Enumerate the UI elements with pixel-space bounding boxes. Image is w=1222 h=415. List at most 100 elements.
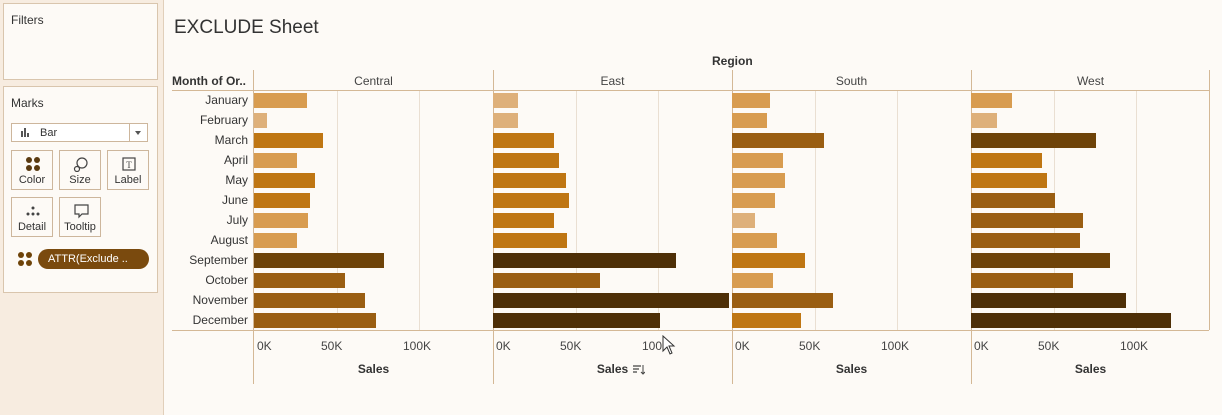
bar[interactable] bbox=[254, 133, 323, 148]
bar[interactable] bbox=[971, 193, 1055, 208]
marks-card: Marks Bar Color Size T Label Detail Tool… bbox=[3, 86, 158, 293]
row-label[interactable]: September bbox=[189, 253, 248, 267]
bar[interactable] bbox=[732, 273, 773, 288]
axis-title[interactable]: Sales bbox=[835, 362, 868, 376]
row-label[interactable]: July bbox=[226, 213, 248, 227]
bar[interactable] bbox=[971, 173, 1047, 188]
chevron-down-icon[interactable] bbox=[129, 124, 147, 141]
bar[interactable] bbox=[971, 113, 997, 128]
row-field-header[interactable]: Month of Or.. bbox=[172, 74, 246, 88]
bar[interactable] bbox=[254, 193, 310, 208]
color-button[interactable]: Color bbox=[11, 150, 53, 190]
bar[interactable] bbox=[254, 113, 267, 128]
bar[interactable] bbox=[254, 153, 297, 168]
bar[interactable] bbox=[493, 133, 554, 148]
mark-type-dropdown[interactable]: Bar bbox=[11, 123, 148, 142]
sort-icon[interactable] bbox=[633, 365, 645, 375]
tooltip-icon bbox=[74, 204, 89, 219]
bar[interactable] bbox=[493, 213, 554, 228]
bar[interactable] bbox=[254, 293, 365, 308]
bar[interactable] bbox=[254, 233, 297, 248]
axis-title[interactable]: Sales bbox=[596, 362, 629, 376]
tick-label: 100K bbox=[403, 339, 432, 353]
detail-label: Detail bbox=[17, 221, 47, 233]
bar[interactable] bbox=[732, 173, 785, 188]
bar[interactable] bbox=[254, 313, 376, 328]
label-label: Label bbox=[114, 174, 142, 186]
axis-title[interactable]: Sales bbox=[1074, 362, 1107, 376]
bar[interactable] bbox=[254, 173, 315, 188]
bar[interactable] bbox=[732, 193, 775, 208]
bar[interactable] bbox=[971, 313, 1171, 328]
bar[interactable] bbox=[971, 133, 1096, 148]
detail-button[interactable]: Detail bbox=[11, 197, 53, 237]
region-column-header[interactable]: West bbox=[1076, 74, 1105, 88]
tick-label: 50K bbox=[321, 339, 343, 353]
bar[interactable] bbox=[971, 93, 1012, 108]
bar[interactable] bbox=[493, 233, 567, 248]
gridline bbox=[337, 91, 338, 330]
filters-card[interactable]: Filters bbox=[3, 3, 158, 80]
bar[interactable] bbox=[493, 293, 729, 308]
mouse-cursor-icon bbox=[662, 335, 676, 355]
tooltip-button[interactable]: Tooltip bbox=[59, 197, 101, 237]
bar[interactable] bbox=[493, 153, 559, 168]
bar[interactable] bbox=[971, 213, 1083, 228]
row-label[interactable]: May bbox=[225, 173, 248, 187]
tick-label: 0K bbox=[735, 339, 750, 353]
bar[interactable] bbox=[493, 93, 518, 108]
bar[interactable] bbox=[493, 273, 600, 288]
pane-border bbox=[1209, 70, 1210, 330]
tick-label: 50K bbox=[560, 339, 582, 353]
region-column-header[interactable]: East bbox=[600, 74, 625, 88]
mark-type-label: Bar bbox=[40, 127, 58, 139]
bar[interactable] bbox=[732, 133, 824, 148]
bar[interactable] bbox=[971, 293, 1126, 308]
bar[interactable] bbox=[732, 213, 755, 228]
bar[interactable] bbox=[254, 273, 345, 288]
bar[interactable] bbox=[732, 313, 801, 328]
row-label[interactable]: November bbox=[192, 293, 248, 307]
bar[interactable] bbox=[732, 113, 767, 128]
gridline bbox=[897, 91, 898, 330]
row-label[interactable]: January bbox=[205, 93, 248, 107]
bar[interactable] bbox=[971, 253, 1110, 268]
size-button[interactable]: Size bbox=[59, 150, 101, 190]
bar[interactable] bbox=[254, 253, 384, 268]
attr-exclude-pill[interactable]: ATTR(Exclude .. bbox=[38, 249, 149, 269]
row-label[interactable]: August bbox=[210, 233, 248, 247]
bar[interactable] bbox=[971, 273, 1073, 288]
bar[interactable] bbox=[732, 253, 805, 268]
bar[interactable] bbox=[971, 233, 1080, 248]
svg-text:T: T bbox=[126, 160, 132, 170]
row-label[interactable]: February bbox=[199, 113, 248, 127]
tick-label: 100K bbox=[881, 339, 910, 353]
bar[interactable] bbox=[971, 153, 1042, 168]
bar[interactable] bbox=[493, 253, 676, 268]
region-column-header[interactable]: Central bbox=[354, 74, 393, 88]
bar[interactable] bbox=[732, 93, 770, 108]
tick-label: 0K bbox=[496, 339, 511, 353]
color-label: Color bbox=[18, 174, 46, 186]
bar[interactable] bbox=[732, 153, 783, 168]
axis-title[interactable]: Sales bbox=[357, 362, 390, 376]
row-label[interactable]: June bbox=[221, 193, 248, 207]
bar[interactable] bbox=[732, 293, 833, 308]
tick-label: 50K bbox=[1038, 339, 1060, 353]
bar[interactable] bbox=[732, 233, 777, 248]
region-column-header[interactable]: South bbox=[835, 74, 868, 88]
row-label[interactable]: October bbox=[205, 273, 248, 287]
bar[interactable] bbox=[493, 113, 518, 128]
label-icon: T bbox=[122, 157, 136, 171]
bar[interactable] bbox=[493, 193, 569, 208]
label-button[interactable]: T Label bbox=[107, 150, 149, 190]
bar[interactable] bbox=[254, 93, 307, 108]
tooltip-label: Tooltip bbox=[64, 221, 96, 233]
row-label[interactable]: December bbox=[192, 313, 248, 327]
bar[interactable] bbox=[254, 213, 308, 228]
tick-label: 0K bbox=[974, 339, 989, 353]
row-label[interactable]: April bbox=[223, 153, 248, 167]
bar[interactable] bbox=[493, 173, 566, 188]
bar[interactable] bbox=[493, 313, 660, 328]
row-label[interactable]: March bbox=[214, 133, 248, 147]
